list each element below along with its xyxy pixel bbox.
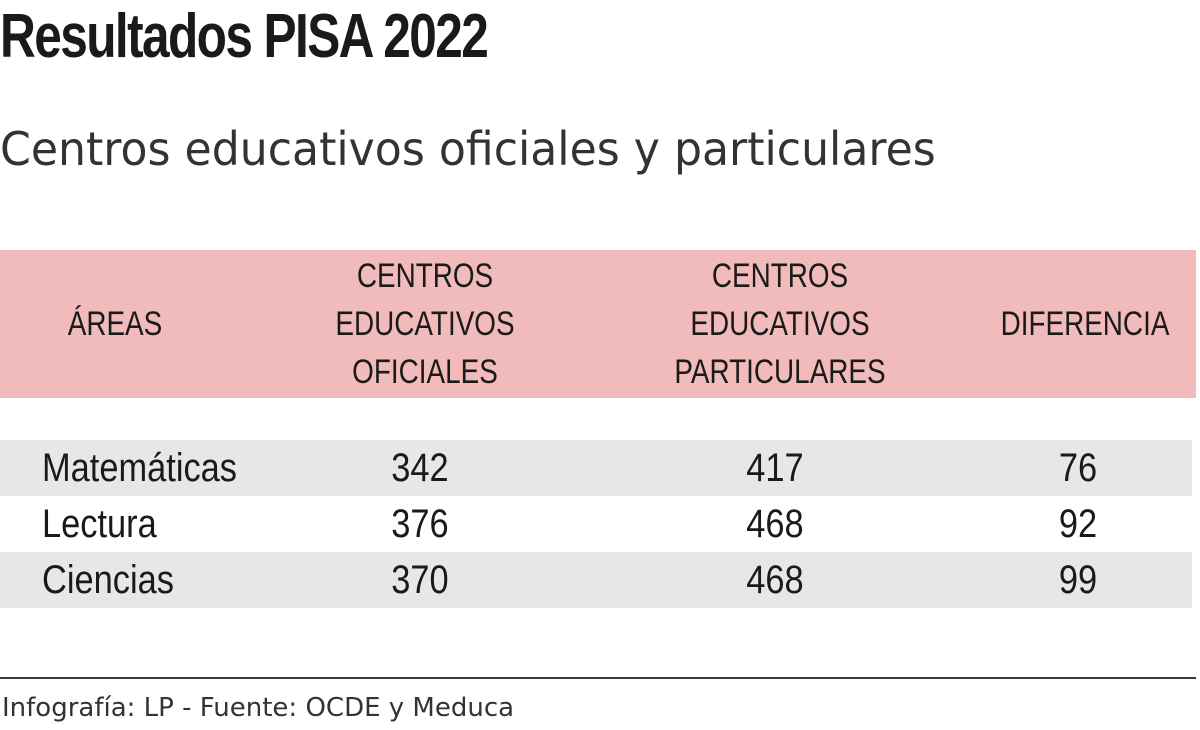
chart-subtitle: Centros educativos oficiales y particula… [0, 122, 936, 176]
header-diferencia: DIFERENCIA [1000, 305, 1170, 343]
table-row: Ciencias 370 468 99 [0, 552, 1192, 608]
chart-title: Resultados PISA 2022 [0, 2, 489, 71]
cell-particulares: 417 [746, 446, 804, 490]
row-area-label: Matemáticas [42, 446, 238, 490]
table-row: Lectura 376 468 92 [0, 496, 1192, 552]
cell-oficiales: 342 [391, 446, 449, 490]
cell-oficiales: 376 [391, 502, 449, 546]
cell-diferencia: 76 [1058, 446, 1098, 490]
cell-diferencia: 99 [1058, 558, 1098, 602]
table-row: Matemáticas 342 417 76 [0, 440, 1192, 496]
header-particulares: CENTROS EDUCATIVOS PARTICULARES [674, 257, 886, 391]
cell-oficiales: 370 [391, 558, 449, 602]
source-note: Infografía: LP - Fuente: OCDE y Meduca [2, 693, 515, 723]
cell-particulares: 468 [746, 558, 804, 602]
cell-particulares: 468 [746, 502, 804, 546]
header-areas: ÁREAS [67, 305, 163, 343]
row-area-label: Ciencias [42, 558, 174, 602]
footer-divider [0, 677, 1196, 679]
row-area-label: Lectura [42, 502, 157, 546]
header-oficiales: CENTROS EDUCATIVOS OFICIALES [335, 257, 515, 391]
table-header: ÁREAS CENTROS EDUCATIVOS OFICIALES CENTR… [0, 250, 1196, 398]
cell-diferencia: 92 [1058, 502, 1098, 546]
